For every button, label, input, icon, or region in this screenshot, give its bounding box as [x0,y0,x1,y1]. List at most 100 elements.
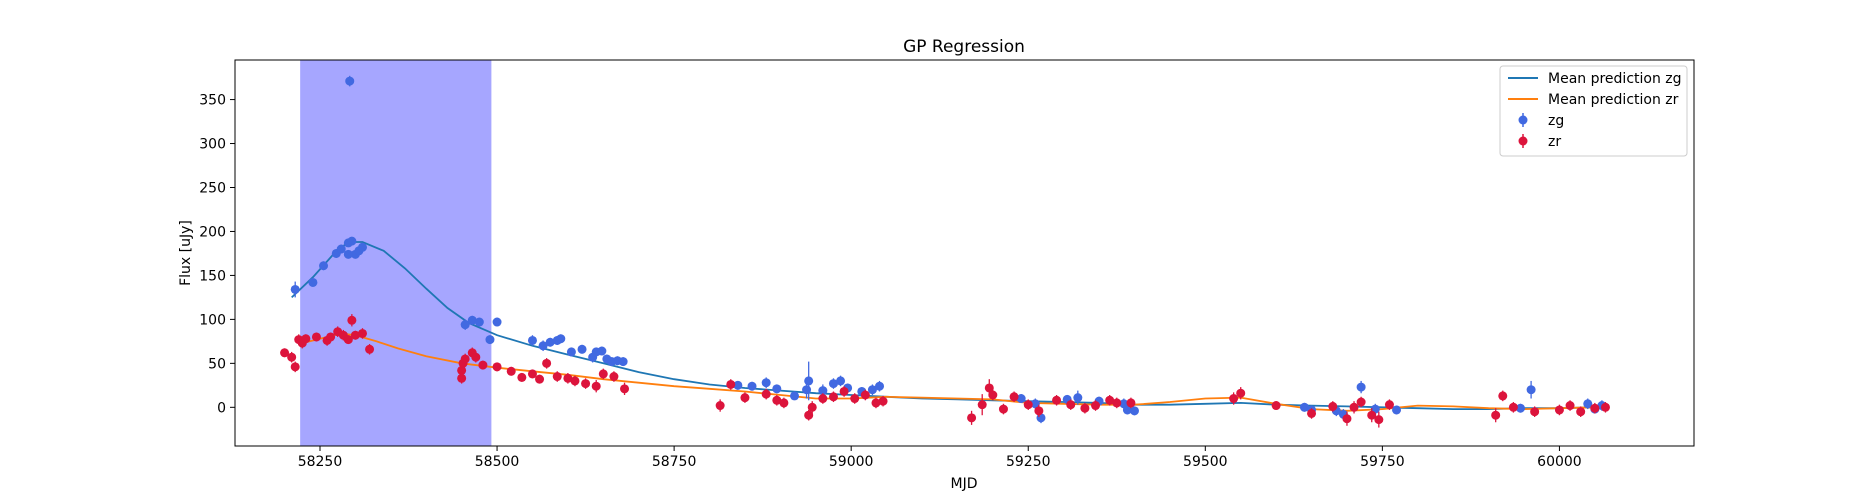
zg-data-point [804,376,814,386]
zr-data-point [457,373,467,383]
zr-data-point [740,393,750,403]
zr-data-point [1576,407,1586,417]
zr-data-point [860,390,870,400]
zr-data-point [1590,403,1600,413]
zr-data-point [878,396,888,406]
zr-data-point [350,330,360,340]
x-axis-label: MJD [951,476,978,492]
legend-marker-swatch [1518,115,1528,125]
zr-data-point [1491,410,1501,420]
zg-data-point [319,261,329,271]
zr-data-point [804,410,814,420]
zg-data-point [875,381,885,391]
zg-data-point [733,380,743,390]
zg-data-point [772,384,782,394]
zg-data-point [345,76,355,86]
zg-data-point [1392,405,1402,415]
zg-data-point [747,381,757,391]
zg-data-point [485,335,495,345]
legend-box [1499,65,1688,157]
zg-data-point [802,385,812,395]
zr-data-point [839,386,849,396]
zr-data-point [492,362,502,372]
axes-frame [234,59,1695,447]
zr-data-point [591,381,601,391]
legend-marker-swatch [1518,136,1528,146]
zg-data-point [1583,399,1593,409]
plot-area [234,59,1695,447]
zg-data-point [761,378,771,388]
zg-data-point [1016,394,1026,404]
zr-data-point [1052,395,1062,405]
zr-data-point [1307,408,1317,418]
x-tick-label: 59500 [1183,454,1228,470]
zr-data-point [280,348,290,358]
zr-data-point [1112,398,1122,408]
zg-data-point [1526,385,1536,395]
zr-data-point [779,398,789,408]
zg-data-point [1515,403,1525,413]
zr-data-point [967,413,977,423]
legend-label: zr [1548,134,1561,150]
y-tick-label: 0 [217,400,226,416]
zg-data-point [336,244,346,254]
zg-data-point [1122,405,1132,415]
highlight-region [300,60,492,446]
zg-data-point [545,337,555,347]
zr-data-point [287,352,297,362]
zr-data-point [1328,401,1338,411]
y-tick-label: 350 [199,93,226,109]
zr-data-point [761,389,771,399]
zr-data-point [1384,400,1394,410]
y-tick-label: 100 [199,312,226,328]
zr-data-point [988,390,998,400]
zr-data-point [1530,407,1540,417]
zg-data-point [556,334,566,344]
chart-title: GP Regression [903,37,1025,57]
zr-data-point [726,379,736,389]
zg-data-point [492,317,502,327]
zr-data-point [1009,392,1019,402]
zr-data-point [772,395,782,405]
zg-data-point [290,284,300,294]
zg-data-point [308,277,318,287]
zg-data-point [343,249,353,259]
zr-data-point [828,392,838,402]
zr-data-point [471,352,481,362]
zr-data-point [1023,400,1033,410]
zr-data-point [1565,401,1575,411]
zr-data-point [977,400,987,410]
zg-data-point [527,335,537,345]
zr-data-point [1080,403,1090,413]
y-tick-label: 200 [199,224,226,240]
zg-data-point [467,315,477,325]
zg-data-point [1073,393,1083,403]
zr-data-point [301,334,311,344]
zr-data-point [357,328,367,338]
zr-data-point [1229,394,1239,404]
zg-data-point [1030,399,1040,409]
data-points [280,75,1610,428]
x-tick-label: 60000 [1537,454,1582,470]
legend-label: Mean prediction zr [1548,92,1679,108]
zr-data-point [715,401,725,411]
zr-data-point [850,394,860,404]
zr-data-point [347,315,357,325]
zg-data-point [597,346,607,356]
zr-data-point [517,372,527,382]
zr-data-point [1271,401,1281,411]
zr-data-point [563,373,573,383]
zg-data-point [474,317,484,327]
zr-data-point [1374,415,1384,425]
legend-items: Mean prediction zg Mean prediction zr zg zr [1508,71,1682,150]
y-axis-ticks: 0 50 100 150 200 250 300 350 [199,93,235,416]
zr-data-point [1349,402,1359,412]
zr-data-point [871,398,881,408]
zr-data-point [527,369,537,379]
x-tick-label: 59000 [829,454,874,470]
zg-data-point [1299,402,1309,412]
zr-data-point [1066,400,1076,410]
zg-data-point [538,341,548,351]
zg-data-point [357,242,367,252]
x-tick-label: 58750 [652,454,697,470]
